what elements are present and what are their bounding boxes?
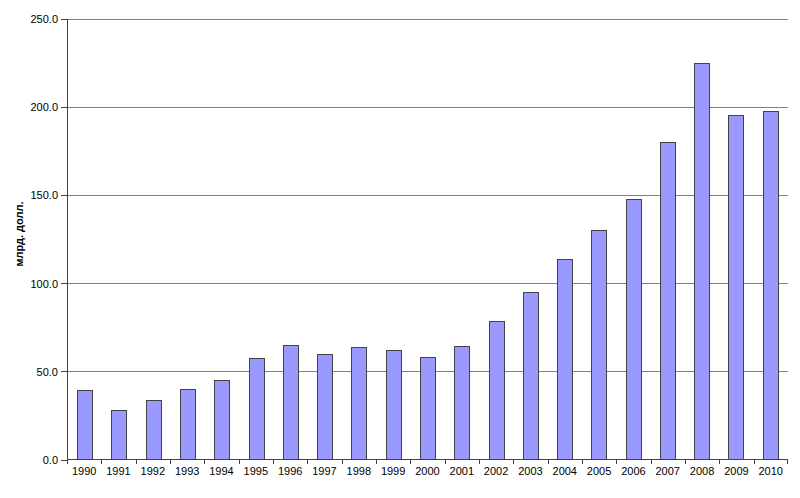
x-tick-mark — [479, 460, 480, 464]
bar-cell — [205, 19, 239, 459]
bar-2010 — [763, 111, 779, 459]
bar-2009 — [728, 115, 744, 459]
x-tick-label: 2002 — [479, 465, 513, 478]
x-tick-label: 1992 — [136, 465, 170, 478]
x-tick-mark — [582, 460, 583, 464]
bar-2002 — [489, 321, 505, 459]
x-tick-mark — [410, 460, 411, 464]
x-tick-label: 2003 — [513, 465, 547, 478]
x-tick-label: 2000 — [410, 465, 444, 478]
bar-cell — [171, 19, 205, 459]
x-tick-mark — [101, 460, 102, 464]
x-tick-label: 1993 — [170, 465, 204, 478]
x-axis-labels: 1990199119921993199419951996199719981999… — [67, 465, 788, 478]
y-tick-label: 0.0 — [43, 454, 58, 466]
x-tick-mark — [616, 460, 617, 464]
y-axis: 0.050.0100.0150.0200.0250.0 — [0, 19, 67, 460]
bar-cell — [479, 19, 513, 459]
bar-cell — [308, 19, 342, 459]
x-tick-label: 2005 — [582, 465, 616, 478]
plot-area — [67, 19, 788, 460]
x-tick-label: 2010 — [754, 465, 788, 478]
x-tick-mark — [342, 460, 343, 464]
x-tick-mark — [719, 460, 720, 464]
x-tick-label: 1999 — [376, 465, 410, 478]
bar-2008 — [694, 63, 710, 459]
bar-cell — [137, 19, 171, 459]
bar-chart-figure: млрд. долл. 0.050.0100.0150.0200.0250.0 … — [0, 0, 800, 498]
bar-1997 — [317, 354, 333, 459]
bar-cell — [514, 19, 548, 459]
x-tick-label: 1998 — [342, 465, 376, 478]
bar-2001 — [454, 346, 470, 459]
bar-cell — [102, 19, 136, 459]
x-tick-mark — [136, 460, 137, 464]
x-tick-mark — [376, 460, 377, 464]
y-tick-label: 50.0 — [37, 366, 58, 378]
x-tick-label: 1997 — [307, 465, 341, 478]
bar-2006 — [626, 199, 642, 459]
bar-1994 — [214, 380, 230, 459]
bar-cell — [754, 19, 788, 459]
bar-cell — [617, 19, 651, 459]
x-tick-mark — [685, 460, 686, 464]
bar-cell — [239, 19, 273, 459]
bar-cell — [68, 19, 102, 459]
bar-cell — [582, 19, 616, 459]
x-tick-label: 1990 — [67, 465, 101, 478]
bar-cell — [685, 19, 719, 459]
bar-cell — [274, 19, 308, 459]
bar-2005 — [591, 230, 607, 459]
bar-1995 — [249, 358, 265, 459]
x-tick-mark — [307, 460, 308, 464]
x-tick-label: 1994 — [204, 465, 238, 478]
y-tick-label: 250.0 — [30, 13, 58, 25]
x-tick-mark — [273, 460, 274, 464]
x-tick-mark — [170, 460, 171, 464]
bars-container — [68, 19, 788, 459]
x-tick-label: 2004 — [548, 465, 582, 478]
y-tick-label: 150.0 — [30, 189, 58, 201]
bar-1996 — [283, 345, 299, 459]
x-tick-mark — [787, 460, 788, 464]
bar-2000 — [420, 357, 436, 459]
x-tick-label: 1996 — [273, 465, 307, 478]
bar-1990 — [77, 390, 93, 459]
bar-cell — [342, 19, 376, 459]
bar-cell — [548, 19, 582, 459]
x-tick-mark — [445, 460, 446, 464]
bar-1991 — [111, 410, 127, 459]
bar-2003 — [523, 292, 539, 459]
bar-cell — [377, 19, 411, 459]
bar-1998 — [351, 347, 367, 459]
x-tick-mark — [513, 460, 514, 464]
x-tick-mark — [67, 460, 68, 464]
x-tick-label: 2009 — [719, 465, 753, 478]
bar-cell — [651, 19, 685, 459]
x-tick-mark — [548, 460, 549, 464]
bar-1992 — [146, 400, 162, 459]
y-tick-label: 100.0 — [30, 278, 58, 290]
x-tick-label: 2007 — [651, 465, 685, 478]
x-tick-mark — [239, 460, 240, 464]
x-tick-mark — [651, 460, 652, 464]
bar-cell — [445, 19, 479, 459]
x-tick-label: 2001 — [445, 465, 479, 478]
x-tick-label: 2006 — [616, 465, 650, 478]
bar-1993 — [180, 389, 196, 459]
bar-1999 — [386, 350, 402, 459]
bar-cell — [719, 19, 753, 459]
x-tick-label: 1995 — [239, 465, 273, 478]
y-tick-label: 200.0 — [30, 101, 58, 113]
x-tick-label: 2008 — [685, 465, 719, 478]
bar-cell — [411, 19, 445, 459]
bar-2007 — [660, 142, 676, 459]
x-tick-mark — [204, 460, 205, 464]
x-tick-label: 1991 — [101, 465, 135, 478]
x-tick-mark — [754, 460, 755, 464]
bar-2004 — [557, 259, 573, 459]
